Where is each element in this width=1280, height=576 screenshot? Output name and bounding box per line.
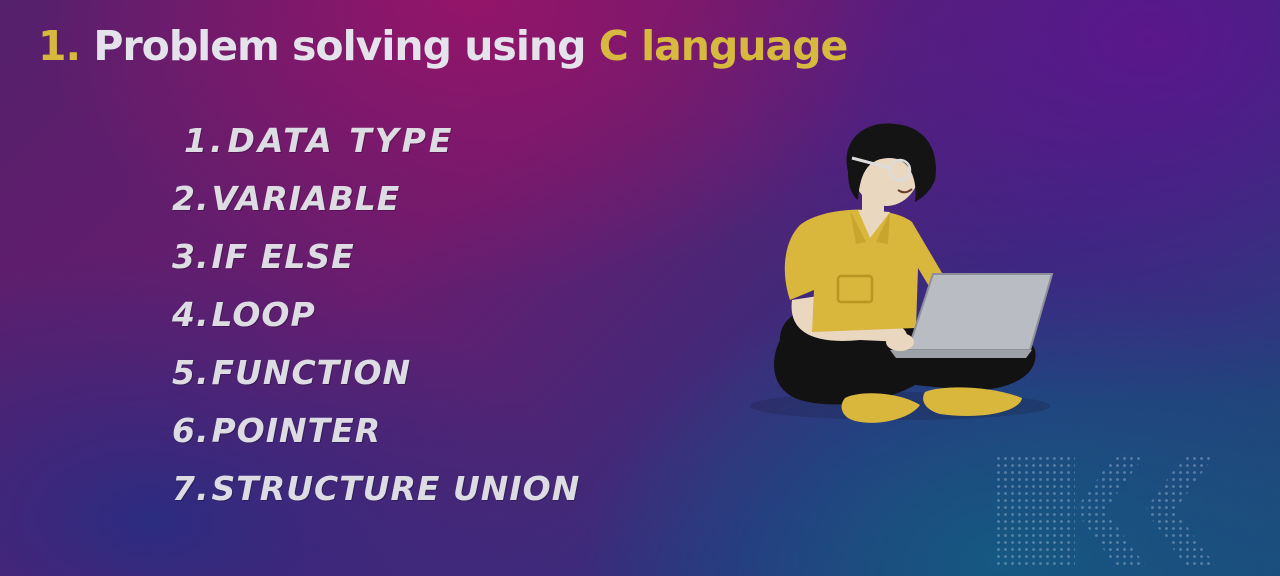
topic-item: 5.FUNCTION (172, 350, 580, 408)
topic-label: STRUCTURE UNION (211, 469, 581, 508)
topic-item: 4.LOOP (172, 292, 580, 350)
slide-title: 1. Problem solving using C language (38, 22, 849, 70)
topic-item: 6.POINTER (172, 408, 580, 466)
title-number: 1. (38, 22, 81, 70)
topic-number: 1. (184, 121, 226, 160)
topic-item: 7.STRUCTURE UNION (172, 466, 580, 524)
topic-label: FUNCTION (211, 353, 412, 392)
topic-label: LOOP (211, 295, 316, 334)
woman-with-laptop-illustration-icon (750, 123, 1054, 423)
topic-label: VARIABLE (211, 179, 401, 218)
topic-label: IF ELSE (211, 237, 355, 276)
topic-number: 2. (172, 179, 210, 218)
title-accent: C language (598, 22, 849, 70)
dotted-chevrons-decoration-icon (995, 455, 1215, 565)
topic-label: DATA TYPE (227, 121, 455, 160)
topic-item: 1.DATA TYPE (172, 118, 580, 176)
topic-item: 2.VARIABLE (172, 176, 580, 234)
topic-number: 6. (172, 411, 210, 450)
topic-number: 3. (172, 237, 210, 276)
topic-number: 5. (172, 353, 210, 392)
title-text: Problem solving using (93, 22, 586, 70)
topic-number: 7. (172, 469, 210, 508)
topic-label: POINTER (211, 411, 382, 450)
topic-list: 1.DATA TYPE 2.VARIABLE 3.IF ELSE 4.LOOP … (172, 118, 580, 524)
topic-item: 3.IF ELSE (172, 234, 580, 292)
topic-number: 4. (172, 295, 210, 334)
